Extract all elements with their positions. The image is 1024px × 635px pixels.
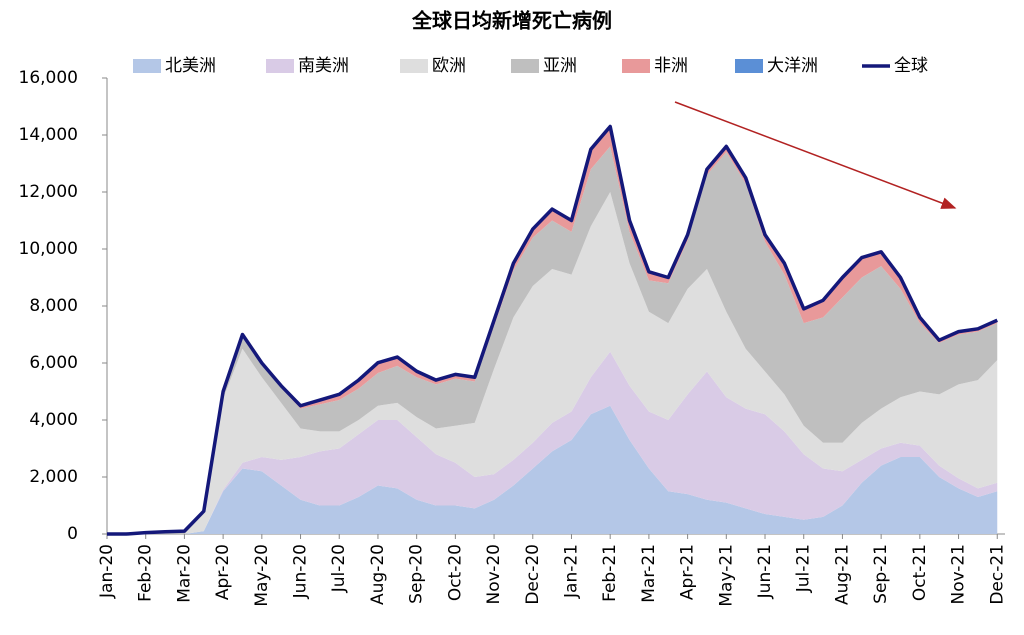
x-tick-label: Jul-21 bbox=[794, 544, 814, 593]
y-tick-label: 16,000 bbox=[19, 68, 78, 88]
x-tick-label: Dec-21 bbox=[987, 544, 1007, 605]
x-tick-label: Mar-21 bbox=[639, 544, 659, 603]
y-tick-label: 10,000 bbox=[19, 239, 78, 259]
x-tick-label: Apr-21 bbox=[678, 544, 698, 600]
x-tick-label: Feb-20 bbox=[136, 544, 156, 602]
y-tick-label: 0 bbox=[67, 524, 78, 544]
x-tick-label: Dec-20 bbox=[523, 544, 543, 605]
x-tick-label: Oct-21 bbox=[910, 544, 930, 601]
x-tick-label: Oct-20 bbox=[445, 544, 465, 601]
x-tick-label: Aug-21 bbox=[832, 544, 852, 605]
x-tick-label: Feb-21 bbox=[600, 544, 620, 602]
legend-label: 北美洲 bbox=[165, 56, 216, 76]
x-tick-label: Aug-20 bbox=[368, 544, 388, 605]
legend-label: 全球 bbox=[894, 56, 928, 76]
x-tick-label: Sep-21 bbox=[871, 544, 891, 604]
y-tick-label: 12,000 bbox=[19, 182, 78, 202]
x-tick-label: Mar-20 bbox=[174, 544, 194, 603]
area bbox=[107, 146, 998, 534]
legend-swatch bbox=[133, 59, 161, 73]
legend-label: 欧洲 bbox=[432, 56, 466, 76]
area bbox=[107, 192, 998, 534]
legend-swatch bbox=[400, 59, 428, 73]
x-tick-label: Sep-20 bbox=[407, 544, 427, 604]
x-tick-label: Apr-20 bbox=[213, 544, 233, 600]
x-tick-label: Jan-20 bbox=[97, 544, 117, 599]
x-tick-label: Jan-21 bbox=[561, 544, 581, 599]
x-tick-label: Jun-21 bbox=[755, 544, 775, 599]
legend-swatch bbox=[511, 59, 539, 73]
chart-title: 全球日均新增死亡病例 bbox=[411, 9, 612, 33]
line bbox=[107, 124, 998, 536]
x-tick-label: May-21 bbox=[716, 544, 736, 607]
trend-arrow bbox=[674, 101, 957, 209]
legend-swatch bbox=[266, 59, 294, 73]
area bbox=[107, 405, 998, 534]
area bbox=[107, 351, 998, 534]
y-tick-label: 14,000 bbox=[19, 125, 78, 145]
legend-label: 亚洲 bbox=[543, 56, 577, 76]
x-tick-label: Jul-20 bbox=[329, 544, 349, 593]
y-tick-label: 6,000 bbox=[29, 353, 78, 373]
legend-label: 南美洲 bbox=[298, 56, 349, 76]
x-tick-label: Nov-20 bbox=[484, 544, 504, 605]
x-tick-label: Jun-20 bbox=[291, 544, 311, 599]
legend-swatch bbox=[622, 59, 650, 73]
y-tick-label: 8,000 bbox=[29, 296, 78, 316]
legend-swatch bbox=[735, 59, 763, 73]
legend-label: 大洋洲 bbox=[767, 56, 818, 76]
x-tick-label: May-20 bbox=[252, 544, 272, 607]
x-tick-label: Nov-21 bbox=[949, 544, 969, 605]
legend-label: 非洲 bbox=[654, 56, 688, 76]
y-tick-label: 4,000 bbox=[29, 410, 78, 430]
y-tick-label: 2,000 bbox=[29, 467, 78, 487]
